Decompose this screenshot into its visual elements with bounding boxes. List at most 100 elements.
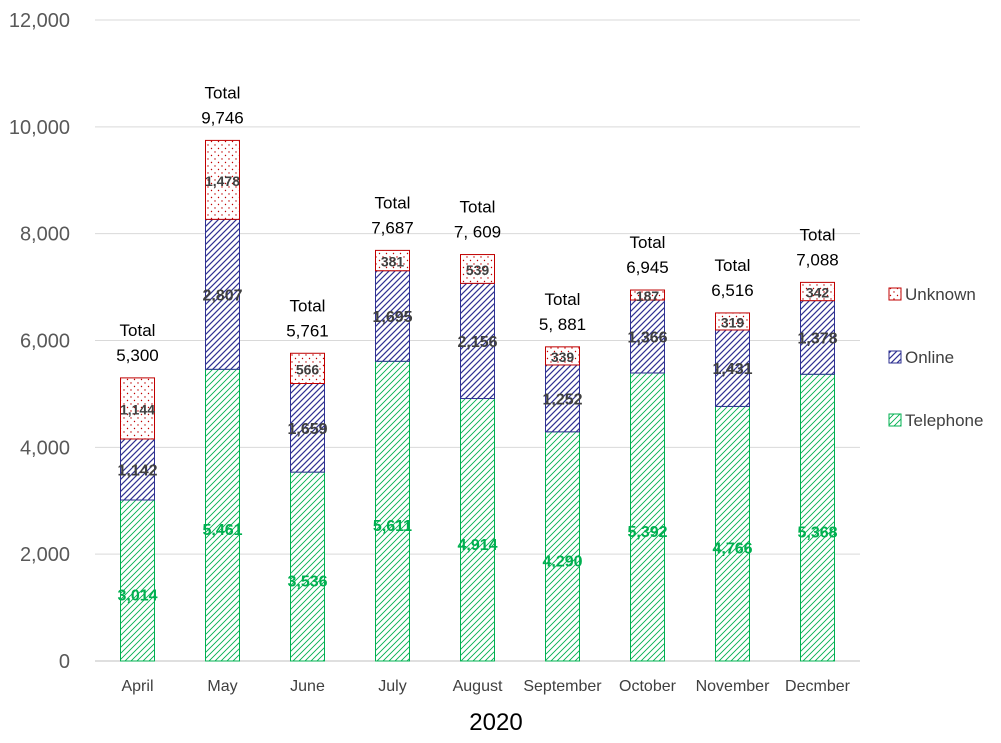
total-label-word: Total [630,233,666,252]
bar-unknown [630,289,665,301]
data-label-unknown: 342 [806,285,830,301]
bar-unknown [545,346,580,366]
data-label-online: 1,366 [627,329,667,346]
bar-telephone [375,360,410,662]
total-label-value: 6,945 [626,258,669,277]
data-label-telephone: 5,368 [797,525,837,542]
bar-online [460,282,495,400]
data-labels: 3,014 1,142 1,144 Total 5,300 5,461 2,807 1,478… [116,83,839,604]
y-tick-label: 6,000 [20,331,70,353]
x-tick-label: May [207,678,237,695]
bar-unknown [460,254,495,284]
bar-online [375,270,410,362]
bar-telephone [800,373,835,662]
x-tick-label: September [523,678,602,695]
data-label-unknown: 566 [296,361,320,377]
bar-unknown [715,312,750,331]
data-label-unknown: 1,478 [205,173,240,189]
x-tick-label: July [378,678,406,695]
legend-label-unknown: Unknown [905,285,976,304]
bar-telephone [120,499,155,662]
x-tick-label: August [453,678,503,695]
total-label-value: 5, 881 [539,315,586,334]
total-label-word: Total [800,225,836,244]
bar-online [715,329,750,407]
data-label-telephone: 5,611 [373,518,412,535]
data-label-telephone: 3,536 [287,574,327,591]
x-tick-label: Decmber [785,678,851,695]
data-label-online: 1,142 [117,463,157,480]
bar-telephone [290,471,325,662]
bar-unknown [800,281,835,302]
data-label-online: 1,378 [797,330,837,347]
data-label-unknown: 539 [466,262,490,278]
data-label-online: 1,659 [287,421,327,438]
data-label-unknown: 187 [636,288,660,304]
bar-unknown [120,377,155,440]
data-label-online: 1,252 [542,391,582,408]
total-label-value: 6,516 [711,281,754,300]
total-label-value: 9,746 [201,108,244,127]
y-tick-label: 12,000 [9,10,70,32]
x-tick-label: October [619,678,677,695]
bar-unknown [205,139,240,220]
bar-telephone [205,368,240,662]
legend-label-telephone: Telephone [905,411,983,430]
legend-swatch-unknown [888,287,902,301]
x-tick-label: April [121,678,153,695]
bar-online [205,218,240,370]
data-label-telephone: 4,766 [712,541,752,558]
bar-telephone [545,431,580,662]
y-tick-label: 4,000 [20,437,70,459]
data-label-unknown: 339 [551,349,575,365]
total-label-word: Total [545,290,581,309]
x-tick-label: November [696,678,770,695]
total-label-word: Total [460,198,496,217]
total-label-value: 5,300 [116,346,159,365]
y-tick-label: 0 [59,651,70,673]
total-label-word: Total [205,83,241,102]
bar-online [120,438,155,501]
data-label-telephone: 4,914 [457,537,497,554]
data-label-online: 2,156 [457,334,497,351]
data-label-online: 2,807 [202,287,242,304]
bar-unknown [375,249,410,272]
bar-online [545,364,580,433]
bar-online [800,300,835,375]
bar-online [290,383,325,473]
axes: 2020 0 2,000 4,000 6,000 8,000 10,000 12,000 Ap… [9,10,851,736]
data-label-online: 1,695 [372,309,412,326]
total-label-value: 7,687 [371,218,414,237]
data-label-unknown: 1,144 [120,401,155,417]
data-label-unknown: 319 [721,314,745,330]
total-label-value: 7, 609 [454,223,501,242]
data-label-online: 1,431 [712,361,752,378]
data-label-telephone: 4,290 [542,553,582,570]
data-label-telephone: 5,461 [202,522,242,539]
bar-unknown [290,352,325,385]
total-label-word: Total [715,256,751,275]
bar-telephone [715,405,750,662]
bar-telephone [460,398,495,662]
total-label-value: 5,761 [286,321,329,340]
total-label-word: Total [375,193,411,212]
data-label-unknown: 381 [381,254,405,270]
y-tick-label: 10,000 [9,117,70,139]
y-tick-label: 8,000 [20,224,70,246]
bars [120,139,835,662]
bar-telephone [630,372,665,662]
x-tick-label: June [290,678,325,695]
legend-swatch-online [888,350,902,364]
legend-swatch-telephone [888,413,902,427]
data-label-telephone: 5,392 [627,524,667,541]
data-label-telephone: 3,014 [117,588,157,605]
legend-label-online: Online [905,348,954,367]
y-tick-label: 2,000 [20,544,70,566]
legend: Unknown Online Telephone [888,285,983,430]
total-label-word: Total [120,321,156,340]
total-label-value: 7,088 [796,250,839,269]
total-label-word: Total [290,296,326,315]
x-axis-title: 2020 [469,709,522,736]
